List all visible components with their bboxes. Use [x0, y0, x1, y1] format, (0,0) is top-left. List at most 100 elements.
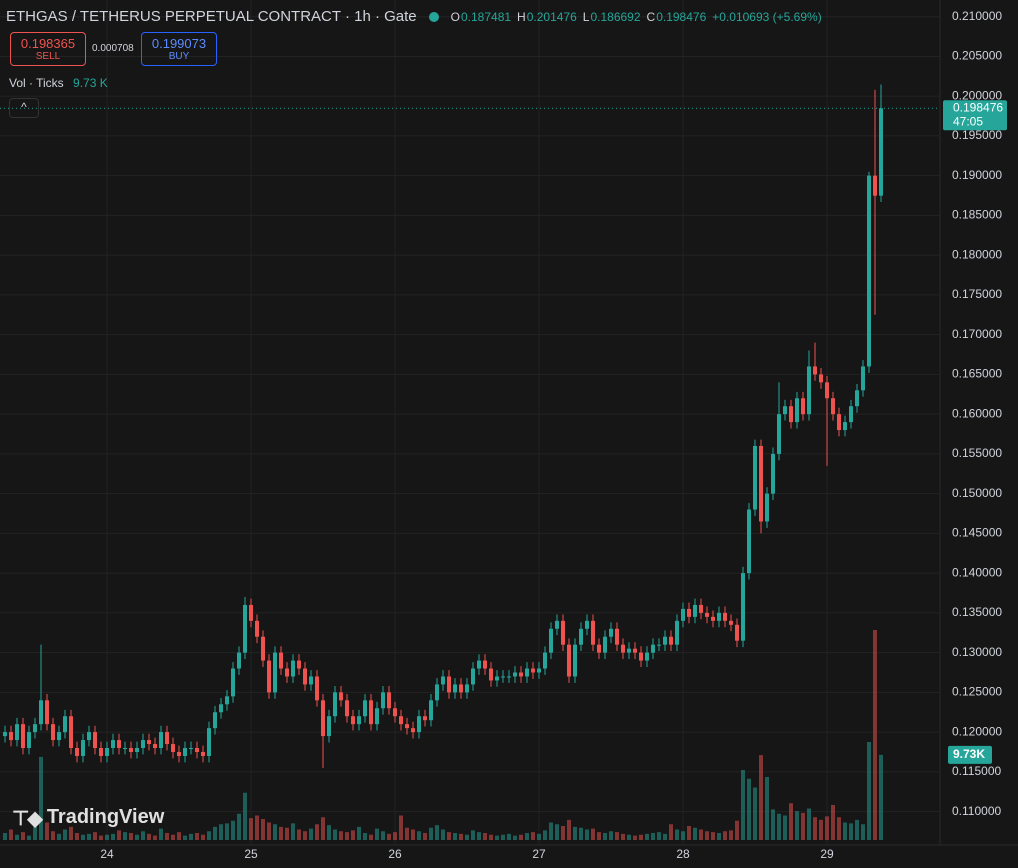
volume-title: Vol · Ticks [9, 76, 64, 90]
volume-bar [723, 831, 727, 840]
candle-body [231, 668, 235, 697]
volume-bar [681, 831, 685, 840]
y-tick-label: 0.115000 [952, 764, 1001, 778]
volume-bar [819, 819, 823, 840]
symbol-title: ETHGAS / TETHERUS PERPETUAL CONTRACT · 1… [6, 8, 417, 25]
volume-bar [603, 833, 607, 840]
volume-bar [615, 832, 619, 840]
volume-bar [849, 823, 853, 840]
volume-bar [717, 833, 721, 840]
volume-bar [459, 833, 463, 840]
volume-bar [273, 824, 277, 840]
buy-price: 0.199073 [151, 36, 207, 51]
candle-body [213, 712, 217, 729]
candle-body [801, 398, 805, 415]
y-tick-label: 0.145000 [952, 526, 1002, 540]
volume-bar [135, 834, 139, 840]
candle-body [483, 660, 487, 669]
candle-body [693, 604, 697, 617]
volume-bar [783, 815, 787, 840]
ohlc-value: 0.187481 [460, 9, 512, 24]
status-dot [428, 11, 439, 22]
collapse-button[interactable]: ^ [9, 98, 39, 118]
candle-body [225, 696, 229, 705]
candle-body [501, 676, 505, 678]
volume-bar [63, 829, 67, 840]
candle-body [261, 636, 265, 661]
volume-bar [705, 831, 709, 840]
volume-bar [201, 834, 205, 840]
candle-body [759, 445, 763, 522]
volume-bar [351, 830, 355, 840]
volume-bar [303, 831, 307, 840]
volume-bar [741, 770, 745, 840]
volume-bar [879, 754, 883, 840]
sell-button[interactable]: 0.198365 SELL [10, 32, 86, 66]
candle-body [435, 684, 439, 701]
volume-bar [297, 829, 301, 840]
candle-body [585, 620, 589, 629]
volume-bar [69, 826, 73, 840]
volume-bar [627, 834, 631, 840]
candle-body [273, 652, 277, 693]
candle-body [267, 660, 271, 693]
y-tick-label: 0.205000 [952, 49, 1002, 63]
volume-bar [567, 819, 571, 840]
volume-bar [393, 832, 397, 840]
candle-body [183, 748, 187, 756]
candle-body [615, 628, 619, 645]
candle-body [507, 676, 511, 678]
candle-body [819, 374, 823, 383]
candle-body [153, 744, 157, 749]
candle-body [651, 644, 655, 653]
candle-body [123, 748, 127, 750]
candle-body [285, 668, 289, 677]
y-tick-label: 0.170000 [952, 327, 1002, 341]
candle-body [783, 406, 787, 415]
y-tick-label: 0.125000 [952, 685, 1002, 699]
volume-bar [813, 817, 817, 840]
sell-label: SELL [35, 51, 61, 62]
sell-price: 0.198365 [20, 36, 76, 51]
x-tick-label: 29 [820, 847, 834, 861]
buy-button[interactable]: 0.199073 BUY [141, 32, 217, 66]
volume-bar [33, 826, 37, 840]
candle-body [105, 748, 109, 756]
volume-bar [471, 830, 475, 840]
candle-body [765, 493, 769, 522]
candle-body [669, 636, 673, 645]
candle-body [345, 700, 349, 717]
volume-bar [255, 815, 259, 840]
volume-bar [375, 828, 379, 840]
volume-bar [657, 832, 661, 840]
candle-body [579, 628, 583, 645]
volume-bar [243, 792, 247, 840]
volume-bar [729, 830, 733, 840]
candle-body [495, 676, 499, 681]
volume-tag [948, 745, 992, 764]
volume-bar [807, 808, 811, 840]
volume-bar [9, 829, 13, 840]
price-tag [943, 100, 1007, 131]
candle-body [825, 382, 829, 399]
y-tick-label: 0.165000 [952, 367, 1002, 381]
candle-body [489, 668, 493, 681]
candle-body [675, 620, 679, 645]
candle-body [711, 616, 715, 621]
candle-body [843, 422, 847, 431]
volume-bar [279, 826, 283, 840]
volume-bar [339, 831, 343, 840]
volume-bar [423, 833, 427, 840]
volume-tag-label: 9.73K [953, 747, 985, 761]
volume-bar [579, 827, 583, 840]
x-tick-label: 26 [388, 847, 402, 861]
change: +0.010693 (+5.69%) [712, 9, 822, 24]
candle-body [93, 732, 97, 749]
volume-bar [699, 829, 703, 840]
volume-bar [39, 756, 43, 840]
candle-body [111, 740, 115, 749]
volume-bar [693, 827, 697, 840]
volume-bar [147, 833, 151, 840]
